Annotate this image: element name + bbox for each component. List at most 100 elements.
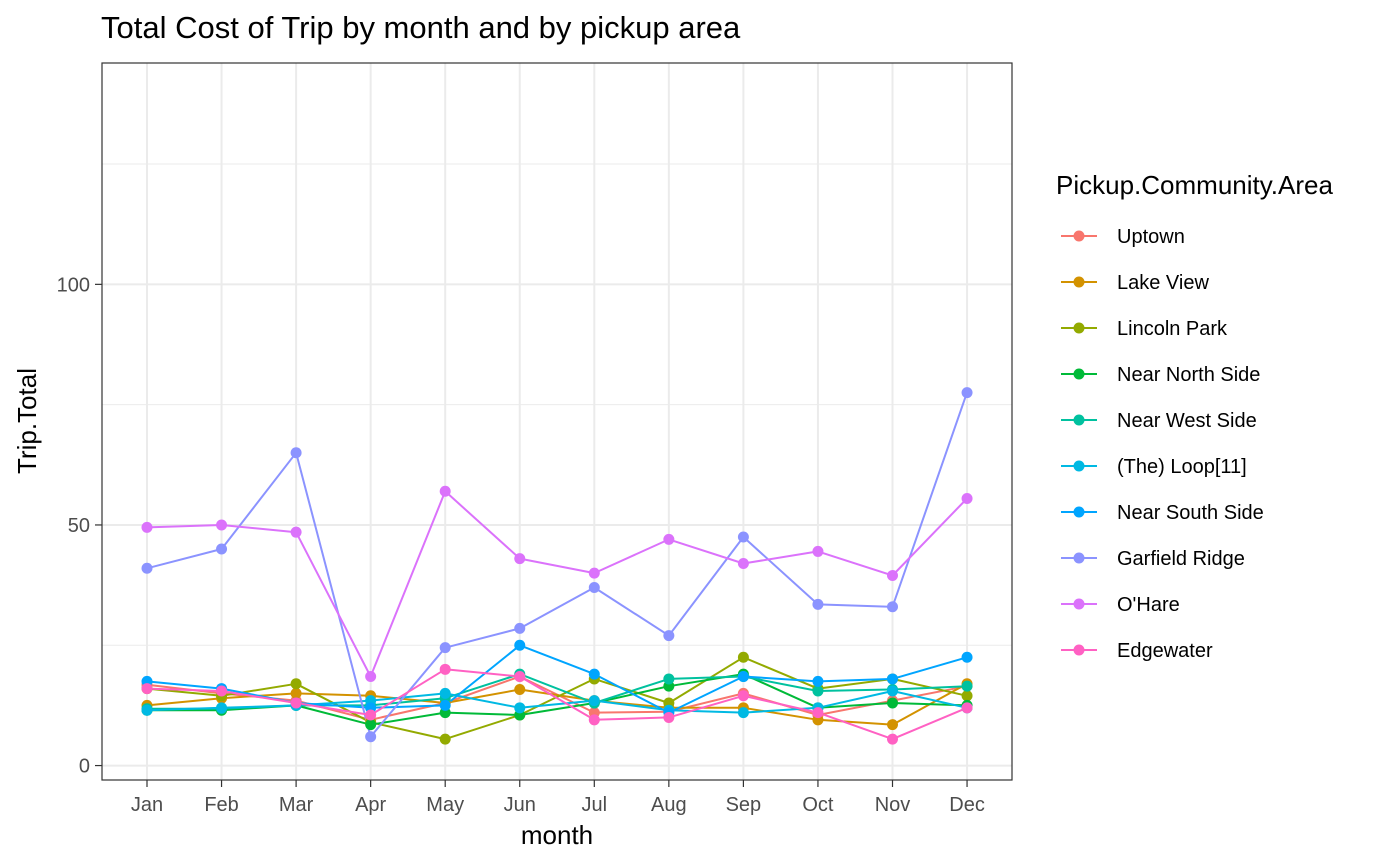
x-tick-label: Dec <box>949 794 985 816</box>
legend-key-point <box>1073 276 1085 288</box>
legend-key-point <box>1073 552 1085 564</box>
series-line-9 <box>146 668 968 741</box>
legend-key-point <box>1073 460 1085 472</box>
data-point <box>887 673 898 685</box>
series-line-7 <box>146 392 968 738</box>
grid-lines <box>102 63 1012 780</box>
data-point <box>216 519 228 531</box>
data-point <box>439 733 451 745</box>
data-point <box>365 671 377 683</box>
data-point <box>887 719 898 731</box>
data-point <box>439 485 451 497</box>
y-axis: 0 50 100 <box>57 274 102 778</box>
x-tick-label: Sep <box>726 794 762 816</box>
data-point <box>961 492 973 504</box>
data-point <box>514 622 526 634</box>
legend-label: Lake View <box>1117 272 1209 294</box>
chart-title: Total Cost of Trip by month and by picku… <box>101 10 741 45</box>
legend-key-point <box>1073 414 1085 426</box>
data-point <box>961 651 973 663</box>
data-point <box>812 707 824 719</box>
data-point <box>887 685 898 697</box>
series-line-8 <box>146 490 968 678</box>
data-point <box>961 690 973 702</box>
data-point <box>439 642 451 654</box>
data-point <box>141 521 153 533</box>
data-point <box>812 598 824 610</box>
data-point <box>737 671 749 683</box>
data-point <box>216 685 228 697</box>
data-point <box>141 562 153 574</box>
legend-label: Near North Side <box>1117 364 1260 386</box>
plot-panel-border <box>101 62 1013 781</box>
legend-key-point <box>1073 322 1085 334</box>
legend-label: Near South Side <box>1117 502 1264 524</box>
data-point <box>737 531 749 543</box>
data-point <box>290 526 302 538</box>
x-tick-label: Nov <box>875 794 911 816</box>
data-point <box>812 545 824 557</box>
legend-key-point <box>1073 368 1085 380</box>
series-line-2 <box>146 656 968 741</box>
data-point <box>514 553 526 565</box>
data-point <box>290 697 302 709</box>
data-point <box>439 687 451 699</box>
data-point <box>141 683 153 695</box>
data-points <box>141 387 973 745</box>
data-point <box>439 699 451 711</box>
data-point <box>439 663 451 675</box>
legend-label: O'Hare <box>1117 594 1180 616</box>
legend-items: Uptown Lake View Lincoln Park Near North Si… <box>1061 226 1264 662</box>
data-point <box>663 711 675 723</box>
data-point <box>365 719 377 731</box>
data-point <box>514 671 526 683</box>
y-tick-label: 100 <box>57 274 90 296</box>
data-point <box>141 704 153 716</box>
legend-label: Edgewater <box>1117 640 1213 662</box>
data-point <box>588 714 600 726</box>
x-axis: Jan Feb Mar Apr May Jun Jul Aug Sep Oct Nov Dec <box>131 780 985 816</box>
data-point <box>216 543 228 555</box>
legend-key-point <box>1073 598 1085 610</box>
legend-label: Uptown <box>1117 226 1185 248</box>
data-point <box>663 630 675 642</box>
legend-label: Near West Side <box>1117 410 1257 432</box>
data-point <box>737 707 749 719</box>
data-point <box>812 675 824 687</box>
data-point <box>961 702 973 714</box>
data-point <box>961 387 973 399</box>
data-point <box>737 557 749 569</box>
data-point <box>887 601 898 613</box>
y-tick-label: 50 <box>68 515 90 537</box>
data-point <box>887 569 898 581</box>
data-point <box>737 651 749 663</box>
data-point <box>588 668 600 680</box>
data-point <box>514 702 526 714</box>
data-point <box>663 673 675 685</box>
y-axis-title: Trip.Total <box>12 368 42 474</box>
x-tick-label: Jan <box>131 794 163 816</box>
legend-label: Lincoln Park <box>1117 318 1228 340</box>
legend-key-point <box>1073 230 1085 242</box>
x-axis-title: month <box>521 820 593 850</box>
x-tick-label: Apr <box>355 794 386 816</box>
legend-title: Pickup.Community.Area <box>1056 170 1333 200</box>
legend: Pickup.Community.Area Uptown Lake View Lin… <box>1056 170 1333 662</box>
data-point <box>887 697 898 709</box>
data-point <box>588 567 600 579</box>
legend-key-point <box>1073 644 1085 656</box>
data-point <box>290 447 302 459</box>
data-point <box>290 687 302 699</box>
series-lines <box>146 392 968 741</box>
x-tick-label: Oct <box>802 794 834 816</box>
data-point <box>365 731 377 743</box>
x-tick-label: Jun <box>504 794 536 816</box>
x-tick-label: Mar <box>279 794 314 816</box>
data-point <box>663 533 675 545</box>
data-point <box>365 709 377 721</box>
x-tick-label: Jul <box>582 794 608 816</box>
data-point <box>737 690 749 702</box>
y-tick-label: 0 <box>79 756 90 778</box>
